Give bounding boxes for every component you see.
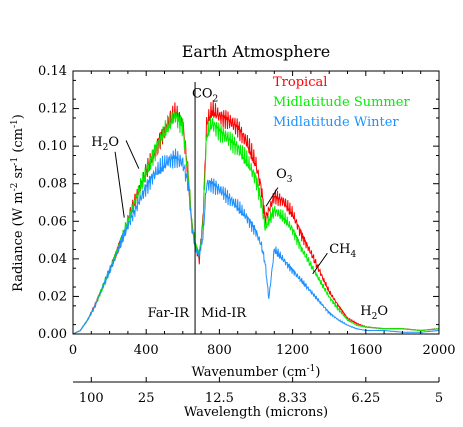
x-tick-label: 2000 xyxy=(422,343,455,358)
secondary-axis: 100 25 12.5 8.33 6.25 5 xyxy=(79,377,443,406)
plot-frame xyxy=(72,70,440,335)
x-axis-label: Wavenumber (cm-1) xyxy=(192,364,321,380)
secondary-tick-label: 100 xyxy=(79,391,104,406)
annotation-3: CH4 xyxy=(329,242,356,260)
y-tick-label: 0.02 xyxy=(38,289,67,304)
series-layer xyxy=(73,100,439,334)
secondary-tick-label: 6.25 xyxy=(351,391,380,406)
legend-entry-midlatitude-winter: Midlatitude Winter xyxy=(273,115,399,130)
annotation-2: O3 xyxy=(276,167,293,185)
secondary-tick-label: 5 xyxy=(435,391,443,406)
x-tick-label: 1200 xyxy=(276,343,309,358)
legend-entry-midlatitude-summer: Midlatitude Summer xyxy=(273,95,410,110)
x-tick-label: 800 xyxy=(207,343,232,358)
annotation-1: H2O xyxy=(91,135,119,153)
secondary-tick-label: 25 xyxy=(138,391,155,406)
legend-entry-tropical: Tropical xyxy=(273,75,327,90)
legend: Tropical Midlatitude Summer Midlatitude Wi… xyxy=(273,75,410,130)
x-tick-label: 400 xyxy=(134,343,159,358)
series-line-midlatitude-winter xyxy=(73,148,439,334)
y-tick-label: 0.04 xyxy=(38,252,67,267)
y-tick-label: 0.06 xyxy=(38,214,67,229)
y-tick-label: 0.14 xyxy=(38,64,67,79)
secondary-tick-label: 12.5 xyxy=(205,391,234,406)
annotation-0: CO2 xyxy=(192,86,218,104)
y-tick-label: 0.10 xyxy=(38,139,67,154)
y-axis-label: Radiance (W m-2 sr-1 (cm-1) xyxy=(10,114,26,292)
region-label-far-ir: Far-IR xyxy=(148,306,191,321)
o3-pointer xyxy=(265,187,279,207)
chart-title: Earth Atmosphere xyxy=(182,42,331,61)
h2o-pointer-1 xyxy=(125,140,140,169)
annotations: CO2 H2O O3 CH4 H2O xyxy=(91,86,388,322)
y-tick-label: 0.08 xyxy=(38,177,67,192)
y-tick-label: 0.00 xyxy=(38,327,67,342)
y-axis: 0.00 0.02 0.04 0.06 0.08 0.10 0.12 0.14 xyxy=(38,64,439,342)
x-tick-label: 0 xyxy=(69,343,77,358)
ch4-pointer xyxy=(312,252,328,275)
secondary-axis-label: Wavelength (microns) xyxy=(184,405,328,420)
h2o-pointer-2 xyxy=(114,151,125,218)
secondary-tick-label: 8.33 xyxy=(278,391,307,406)
x-tick-label: 1600 xyxy=(349,343,382,358)
region-label-mid-ir: Mid-IR xyxy=(201,306,247,321)
annotation-4: H2O xyxy=(360,304,388,322)
x-axis: 0 400 800 1200 1600 2000 xyxy=(69,71,456,358)
y-tick-label: 0.12 xyxy=(38,102,67,117)
